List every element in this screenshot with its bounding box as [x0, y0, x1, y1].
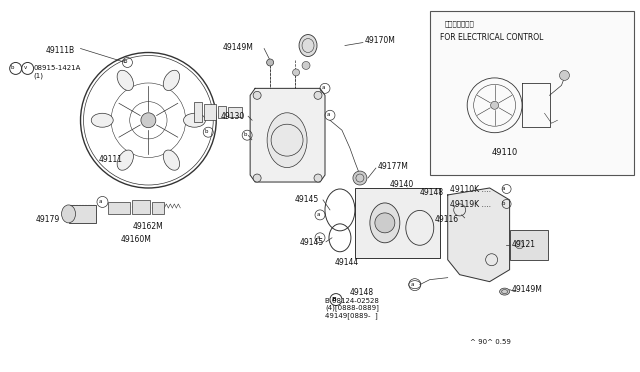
Text: v: v	[24, 65, 28, 70]
Text: 49162M: 49162M	[132, 222, 163, 231]
Text: 49145: 49145	[300, 238, 324, 247]
Circle shape	[253, 174, 261, 182]
Bar	[195, 102, 202, 122]
Bar	[430, 11, 634, 175]
Text: B 08124-02528
(4)[0888-0889]
49149[0889-  ]: B 08124-02528 (4)[0888-0889] 49149[0889-…	[325, 298, 379, 319]
Ellipse shape	[370, 203, 400, 243]
Text: a: a	[411, 282, 415, 287]
Text: a: a	[316, 212, 320, 217]
Text: 49144: 49144	[335, 258, 359, 267]
Text: 49148: 49148	[420, 188, 444, 197]
Text: 電子制御タイプ: 電子制御タイプ	[445, 20, 474, 27]
Bar	[108, 202, 131, 214]
Text: b: b	[11, 65, 15, 70]
Text: 49140: 49140	[390, 180, 414, 189]
Text: b: b	[205, 129, 208, 134]
Text: 49119K ....: 49119K ....	[450, 200, 491, 209]
Text: b: b	[502, 201, 506, 206]
Polygon shape	[448, 188, 509, 282]
Text: 49177M: 49177M	[378, 162, 409, 171]
Text: a: a	[502, 186, 506, 191]
Text: a: a	[316, 235, 320, 240]
Circle shape	[516, 241, 524, 249]
Circle shape	[559, 70, 570, 80]
Text: FOR ELECTRICAL CONTROL: FOR ELECTRICAL CONTROL	[440, 33, 543, 42]
Text: b: b	[124, 60, 127, 64]
Text: 08915-1421A
(1): 08915-1421A (1)	[34, 65, 81, 79]
Text: b: b	[243, 132, 247, 137]
Circle shape	[314, 92, 322, 99]
Circle shape	[253, 92, 261, 99]
Bar	[509, 230, 547, 260]
Text: 49110K ....: 49110K ....	[450, 185, 491, 194]
Text: a: a	[326, 112, 330, 117]
Ellipse shape	[491, 101, 499, 109]
Ellipse shape	[184, 113, 205, 127]
Text: 49149M: 49149M	[222, 42, 253, 52]
Text: 49130: 49130	[220, 112, 244, 121]
Circle shape	[302, 61, 310, 70]
Text: a: a	[321, 86, 324, 90]
Text: 49179: 49179	[36, 215, 60, 224]
Text: 49160M: 49160M	[120, 235, 151, 244]
Circle shape	[292, 69, 300, 76]
Ellipse shape	[500, 288, 509, 295]
Text: 49145: 49145	[295, 195, 319, 204]
Text: 49111B: 49111B	[45, 45, 75, 55]
Text: 49149M: 49149M	[511, 285, 543, 294]
Circle shape	[267, 59, 274, 66]
Bar	[204, 104, 216, 120]
Text: 49110: 49110	[492, 148, 518, 157]
Ellipse shape	[141, 113, 156, 128]
Ellipse shape	[92, 113, 113, 127]
Ellipse shape	[267, 113, 307, 167]
Circle shape	[353, 171, 367, 185]
Circle shape	[375, 213, 395, 233]
Circle shape	[314, 174, 322, 182]
Bar	[152, 202, 164, 214]
Bar	[228, 107, 242, 117]
Bar	[218, 106, 226, 118]
Bar	[68, 205, 97, 223]
Text: 49111: 49111	[99, 155, 122, 164]
Text: a: a	[99, 199, 102, 204]
Text: 49148: 49148	[350, 288, 374, 296]
Text: ^ 90^ 0.59: ^ 90^ 0.59	[470, 339, 511, 346]
Ellipse shape	[163, 70, 180, 90]
Ellipse shape	[163, 150, 180, 170]
Text: 49116: 49116	[435, 215, 459, 224]
Ellipse shape	[117, 70, 134, 90]
Polygon shape	[250, 89, 325, 182]
Bar	[132, 200, 150, 214]
Ellipse shape	[299, 35, 317, 57]
Bar	[355, 188, 440, 258]
Text: B: B	[332, 296, 337, 302]
Text: 49121: 49121	[511, 240, 536, 249]
Ellipse shape	[117, 150, 134, 170]
Text: 49170M: 49170M	[365, 36, 396, 45]
Ellipse shape	[61, 205, 76, 223]
